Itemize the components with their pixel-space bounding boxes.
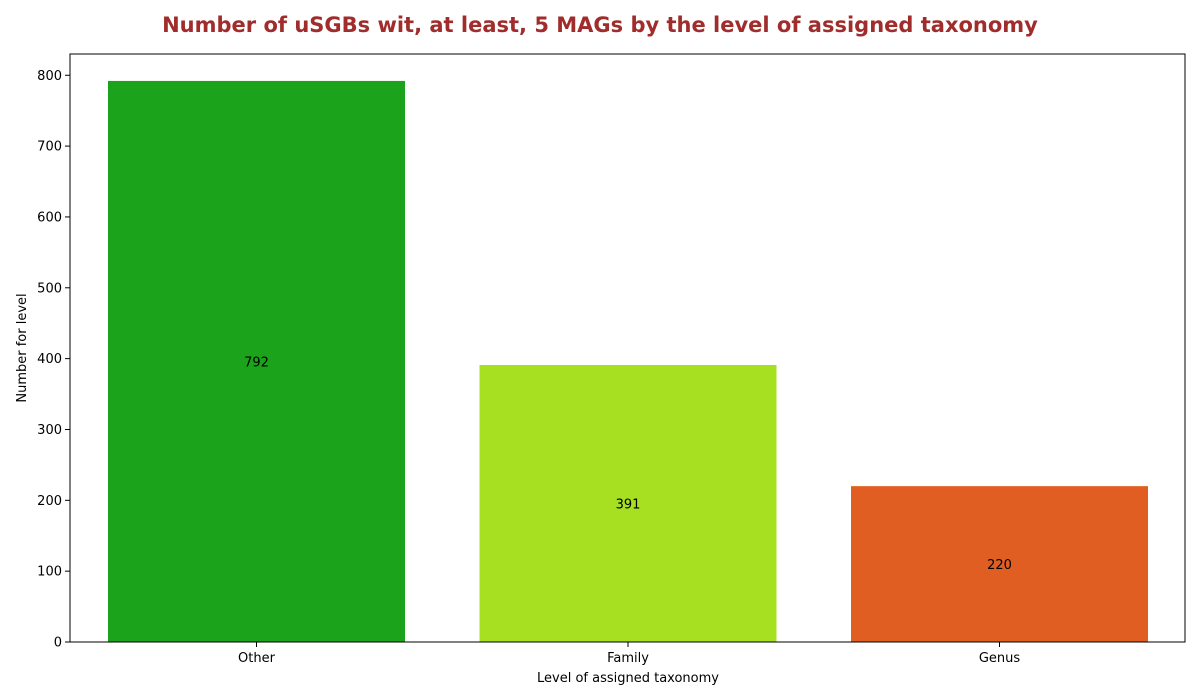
- bar-family: [479, 365, 777, 642]
- y-tick-label: 0: [54, 636, 62, 651]
- y-tick-label: 500: [37, 281, 62, 296]
- y-tick-label: 800: [37, 69, 62, 84]
- x-axis-label: Level of assigned taxonomy: [537, 671, 719, 686]
- y-tick-label: 700: [37, 140, 62, 155]
- bar-value-label-family: 391: [616, 498, 641, 513]
- chart-title: Number of uSGBs wit, at least, 5 MAGs by…: [162, 13, 1038, 37]
- bars-layer: 792 391 220: [108, 80, 1148, 643]
- y-tick-label: 100: [37, 565, 62, 580]
- x-tick-label-genus: Genus: [979, 651, 1021, 666]
- y-tick-label: 200: [37, 494, 62, 509]
- y-tick-label: 300: [37, 423, 62, 438]
- y-tick-label: 600: [37, 210, 62, 225]
- y-tick-label: 400: [37, 352, 62, 367]
- x-tick-label-other: Other: [238, 651, 276, 666]
- bar-value-label-other: 792: [244, 355, 269, 370]
- ticks-layer: Other Family Genus 0 100 200 300 400 500 600 700 80…: [37, 69, 1020, 666]
- plot-frame: [69, 53, 1186, 643]
- x-tick-label-family: Family: [607, 651, 649, 666]
- bar-other: [108, 80, 405, 643]
- y-axis-label: Number for level: [15, 293, 30, 402]
- bar-value-label-genus: 220: [987, 558, 1012, 573]
- bar-genus: [851, 486, 1148, 642]
